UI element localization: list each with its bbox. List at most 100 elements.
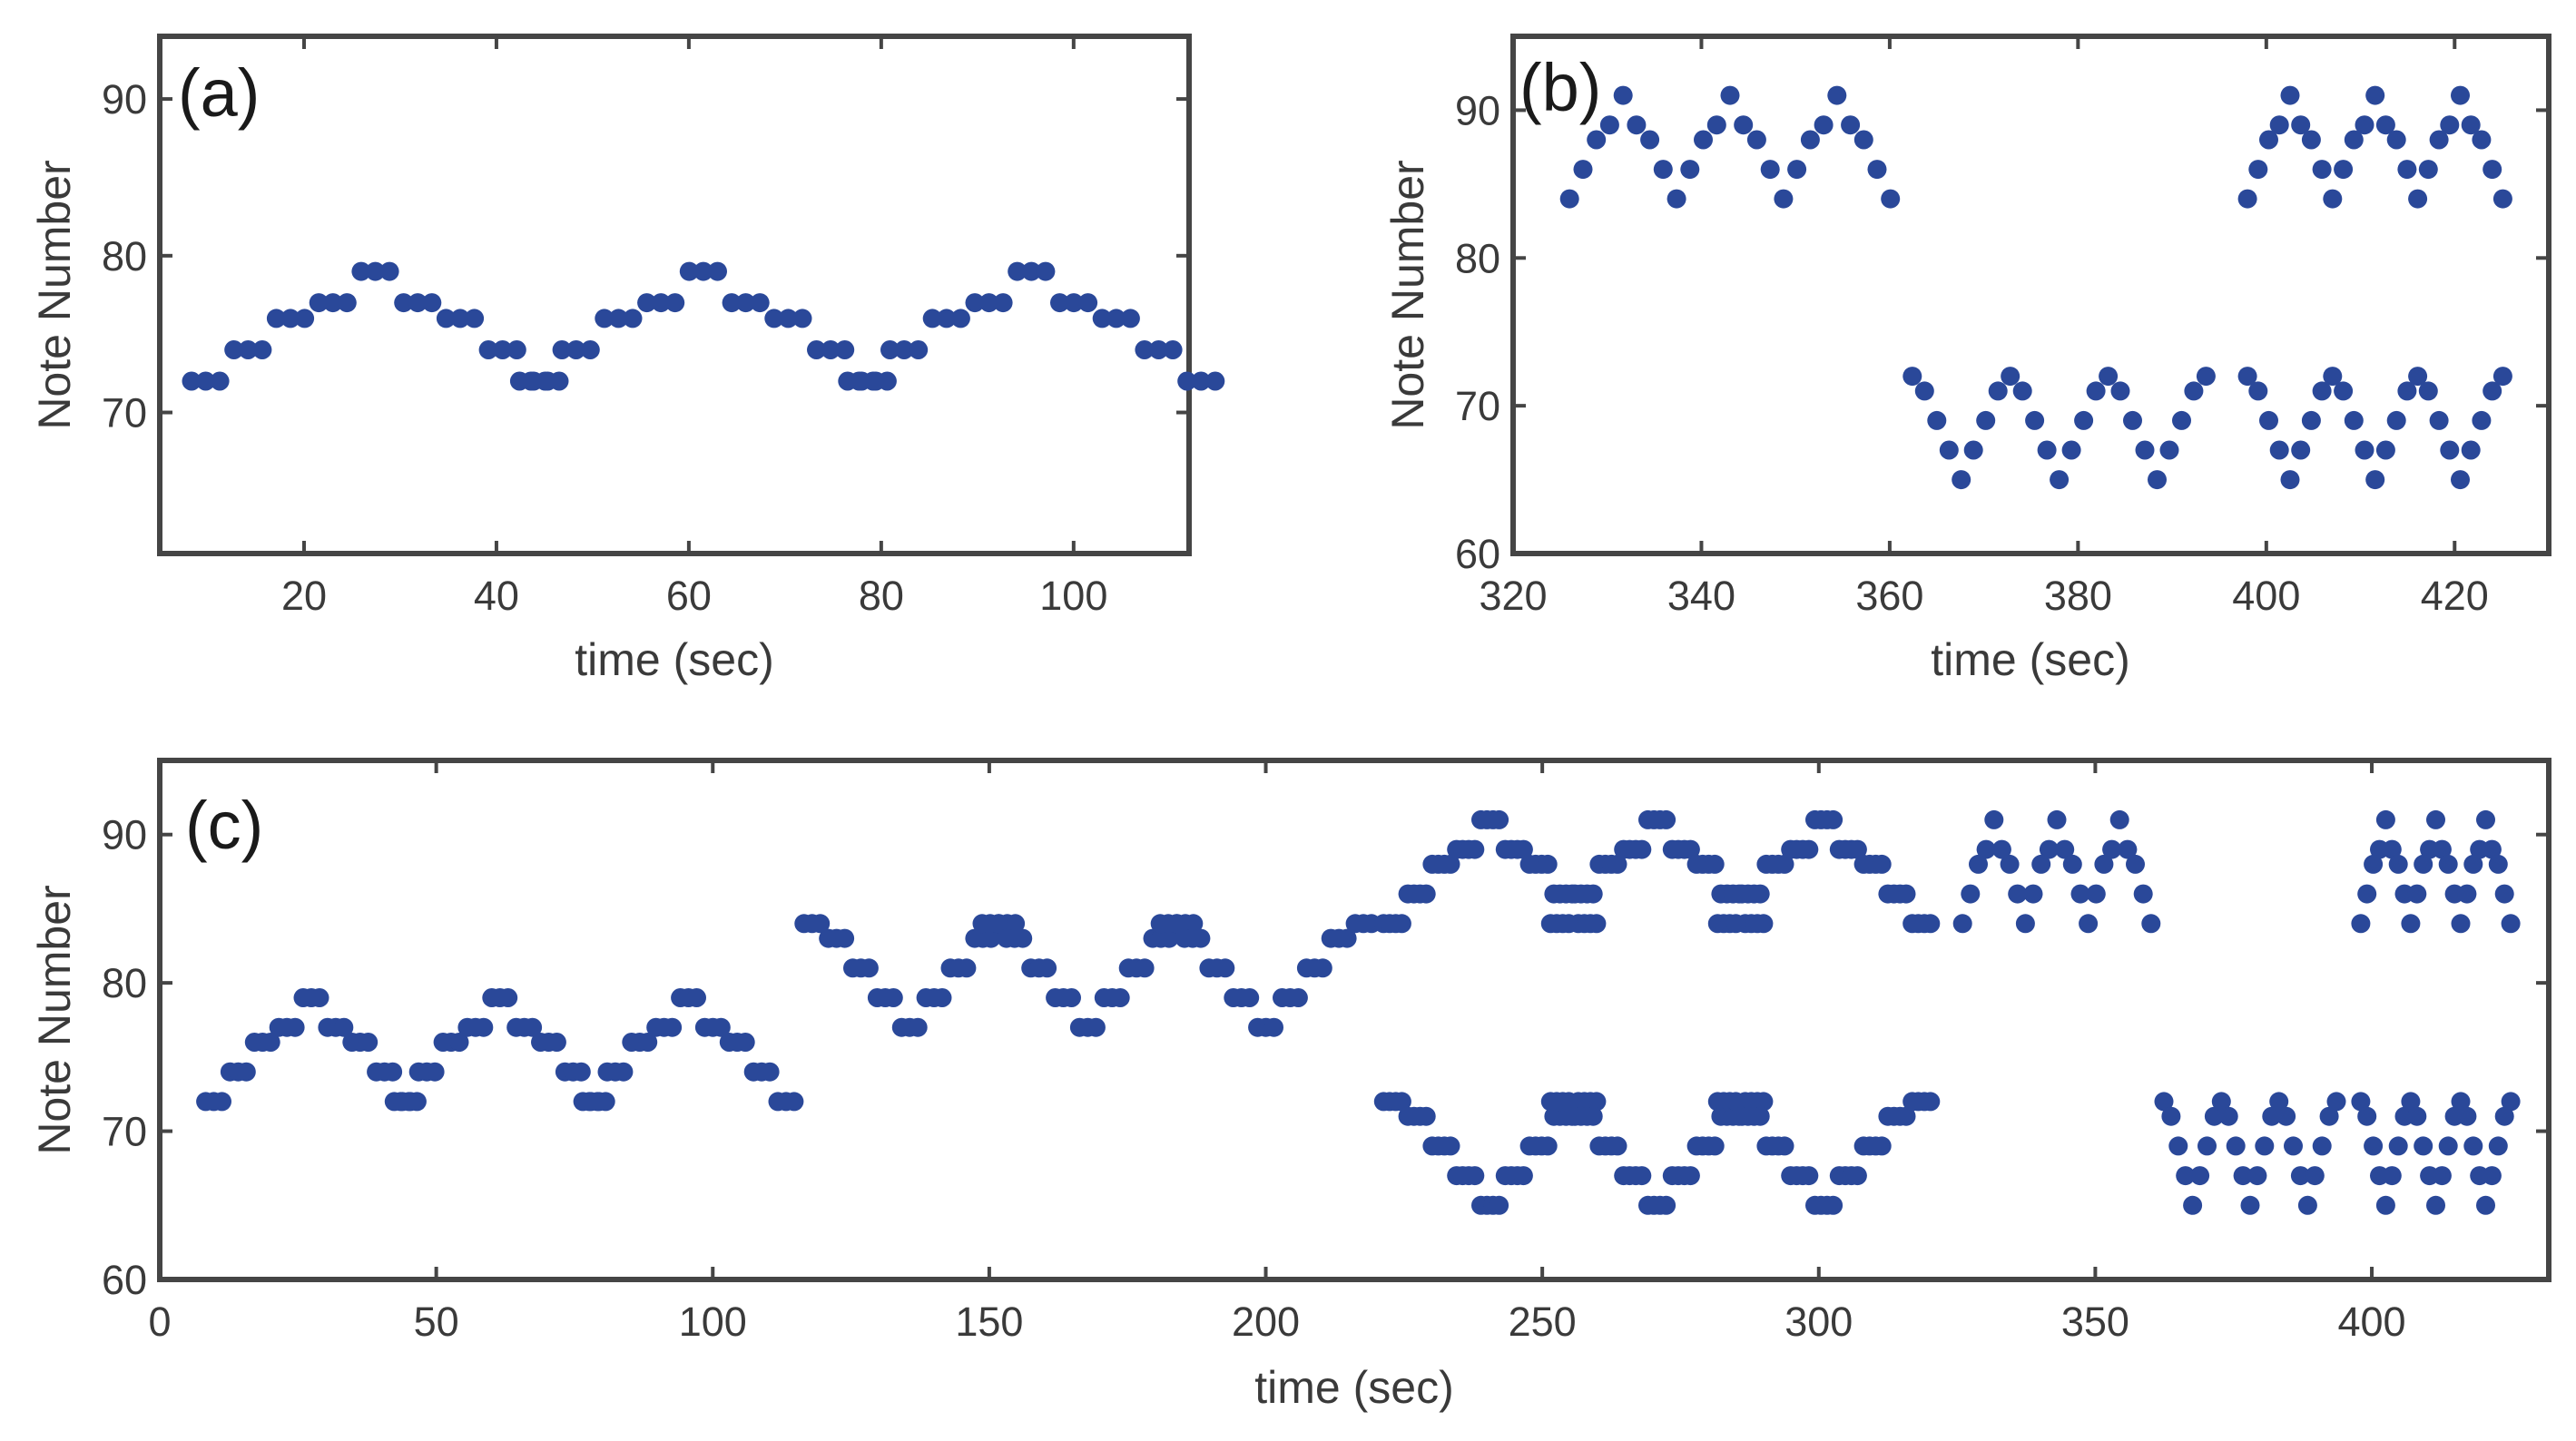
data-point [1613,85,1633,105]
y-tick-label: 70 [1455,383,1500,429]
data-point [2301,130,2321,150]
data-point [1205,371,1225,391]
data-point [2432,839,2452,859]
data-point [2039,839,2059,859]
data-point [2262,1106,2282,1126]
data-point [2386,410,2406,430]
data-point [764,309,784,328]
data-point [1760,160,1780,180]
data-point [792,309,812,328]
data-point [2204,1106,2224,1126]
data-point [2426,809,2445,829]
panel-c: 0 50 100 150 200 250 300 350 400 60 70 80 90 (c) tim… [29,758,2551,1413]
data-point [1921,1092,1941,1112]
x-tick-label: 400 [2337,1299,2405,1345]
data-point [1787,160,1807,180]
data-point [1086,1017,1106,1037]
data-point [1847,1166,1867,1186]
data-point [2418,381,2438,401]
data-point [425,1062,445,1082]
data-point [1288,988,1308,1007]
data-point [981,928,1001,948]
data-point [687,988,706,1007]
data-point [2172,410,2191,430]
data-point [509,371,529,391]
data-point [1599,115,1619,135]
data-point [2438,1136,2458,1156]
data-point [1754,1092,1774,1112]
data-point [2012,381,2032,401]
data-point [1538,854,1558,874]
data-point [2375,440,2395,460]
data-point [866,371,886,391]
data-point [894,340,914,359]
data-point [2488,854,2508,874]
data-point [210,371,230,391]
data-point [1847,839,1867,859]
x-tick-label: 340 [1667,573,1735,619]
data-point [1824,1195,1844,1215]
y-tick-label: 90 [102,812,147,858]
data-point [2148,470,2167,490]
data-point [2476,1195,2495,1215]
data-point [2451,914,2471,934]
data-point [711,1017,731,1037]
data-point [465,309,485,328]
data-point [608,309,628,328]
data-point [1775,1136,1794,1156]
data-point [957,958,977,978]
data-point [2280,85,2300,105]
data-point [571,1062,591,1082]
data-point [2301,410,2321,430]
data-point [1969,854,1988,874]
data-point [1036,261,1056,281]
data-point [1120,309,1140,328]
data-point [2364,854,2384,874]
data-point [2463,854,2483,874]
data-point [1720,85,1740,105]
data-point [1062,988,1081,1007]
data-point [2247,1166,2267,1186]
data-point [750,293,770,313]
data-point [295,309,315,328]
data-point [2438,854,2458,874]
data-point [1667,189,1686,209]
x-tick-label: 400 [2232,573,2300,619]
data-point [2291,115,2311,135]
x-tick-label: 0 [148,1299,171,1345]
plot-frame-a [157,34,1192,556]
data-point [2211,1092,2231,1112]
data-point [566,340,586,359]
data-point [379,261,399,281]
ticks-a [160,36,1189,554]
panel-a: 20 40 60 80 100 70 80 90 (a) time (sec) Note Nu… [29,34,1225,685]
data-point [422,293,442,313]
plot-frame-c [157,758,2551,1282]
panel-label-c: (c) [185,788,263,863]
data-point [524,371,544,391]
data-point [280,309,300,328]
data-point [2501,914,2521,934]
data-point [1416,1106,1436,1126]
data-point [1191,928,1211,948]
data-point [236,1062,256,1082]
data-point [2457,1106,2477,1126]
panel-label-b: (b) [1519,50,1601,125]
data-point [2488,1136,2508,1156]
data-point [1632,839,1652,859]
data-point [2023,884,2043,904]
data-point [811,914,831,934]
data-point [1159,928,1179,948]
data-point [637,293,657,313]
x-axis-title-b: time (sec) [1931,634,2129,685]
data-point [2408,189,2428,209]
data-point [2237,367,2257,387]
points-a [182,261,1225,391]
data-point [1991,839,2011,859]
data-point [2365,470,2385,490]
data-point [1391,914,1411,934]
data-point [1799,1166,1819,1186]
data-point [1705,854,1725,874]
data-point [1705,1136,1725,1156]
x-axis-title-c: time (sec) [1254,1362,1453,1413]
